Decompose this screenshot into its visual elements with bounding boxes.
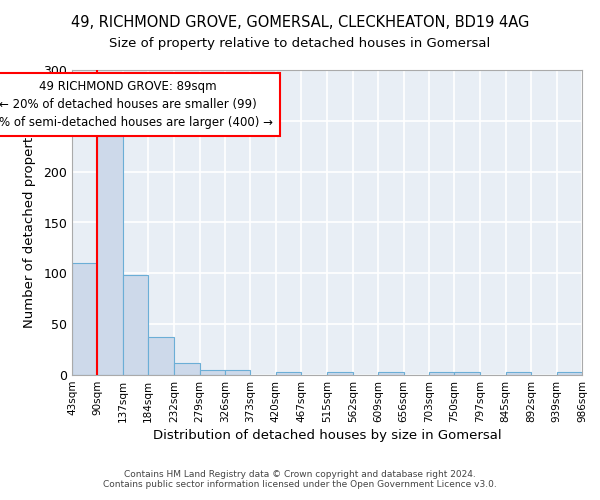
Bar [72, 263, 97, 375]
Bar [506, 372, 531, 375]
Bar [148, 338, 174, 375]
Bar [97, 136, 123, 375]
Bar [454, 372, 480, 375]
Bar [123, 276, 148, 375]
Text: 49 RICHMOND GROVE: 89sqm
← 20% of detached houses are smaller (99)
79% of semi-d: 49 RICHMOND GROVE: 89sqm ← 20% of detach… [0, 80, 273, 129]
Text: 49, RICHMOND GROVE, GOMERSAL, CLECKHEATON, BD19 4AG: 49, RICHMOND GROVE, GOMERSAL, CLECKHEATO… [71, 15, 529, 30]
Y-axis label: Number of detached properties: Number of detached properties [23, 118, 37, 328]
Bar [225, 370, 250, 375]
Bar [276, 372, 301, 375]
Bar [327, 372, 353, 375]
Bar [174, 363, 200, 375]
Text: Contains HM Land Registry data © Crown copyright and database right 2024.
Contai: Contains HM Land Registry data © Crown c… [103, 470, 497, 489]
Bar [557, 372, 582, 375]
Bar [378, 372, 404, 375]
Bar [429, 372, 454, 375]
Text: Size of property relative to detached houses in Gomersal: Size of property relative to detached ho… [109, 38, 491, 51]
Bar [200, 370, 225, 375]
X-axis label: Distribution of detached houses by size in Gomersal: Distribution of detached houses by size … [152, 429, 502, 442]
